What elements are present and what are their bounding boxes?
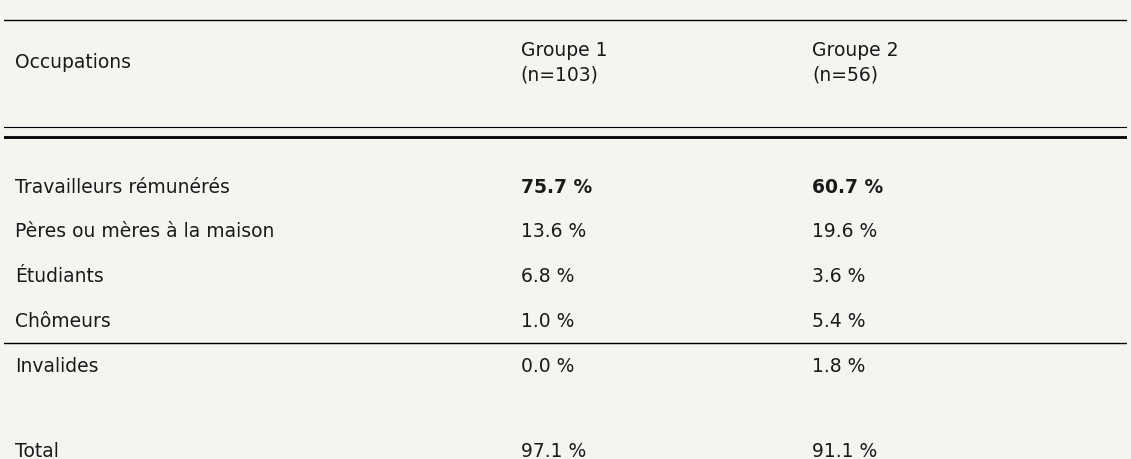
Text: Groupe 1
(n=103): Groupe 1 (n=103) xyxy=(520,41,607,84)
Text: Pères ou mères à la maison: Pères ou mères à la maison xyxy=(16,222,275,241)
Text: 19.6 %: 19.6 % xyxy=(812,222,878,241)
Text: 75.7 %: 75.7 % xyxy=(520,177,592,196)
Text: 5.4 %: 5.4 % xyxy=(812,311,866,330)
Text: Occupations: Occupations xyxy=(16,53,131,72)
Text: 1.0 %: 1.0 % xyxy=(520,311,573,330)
Text: 91.1 %: 91.1 % xyxy=(812,441,878,459)
Text: 1.8 %: 1.8 % xyxy=(812,356,866,375)
Text: 3.6 %: 3.6 % xyxy=(812,267,866,285)
Text: Étudiants: Étudiants xyxy=(16,267,104,285)
Text: Travailleurs rémunérés: Travailleurs rémunérés xyxy=(16,177,231,196)
Text: 13.6 %: 13.6 % xyxy=(520,222,586,241)
Text: 0.0 %: 0.0 % xyxy=(520,356,573,375)
Text: Chômeurs: Chômeurs xyxy=(16,311,111,330)
Text: 97.1 %: 97.1 % xyxy=(520,441,586,459)
Text: 60.7 %: 60.7 % xyxy=(812,177,883,196)
Text: Groupe 2
(n=56): Groupe 2 (n=56) xyxy=(812,41,899,84)
Text: Invalides: Invalides xyxy=(16,356,98,375)
Text: 6.8 %: 6.8 % xyxy=(520,267,573,285)
Text: Total: Total xyxy=(16,441,59,459)
